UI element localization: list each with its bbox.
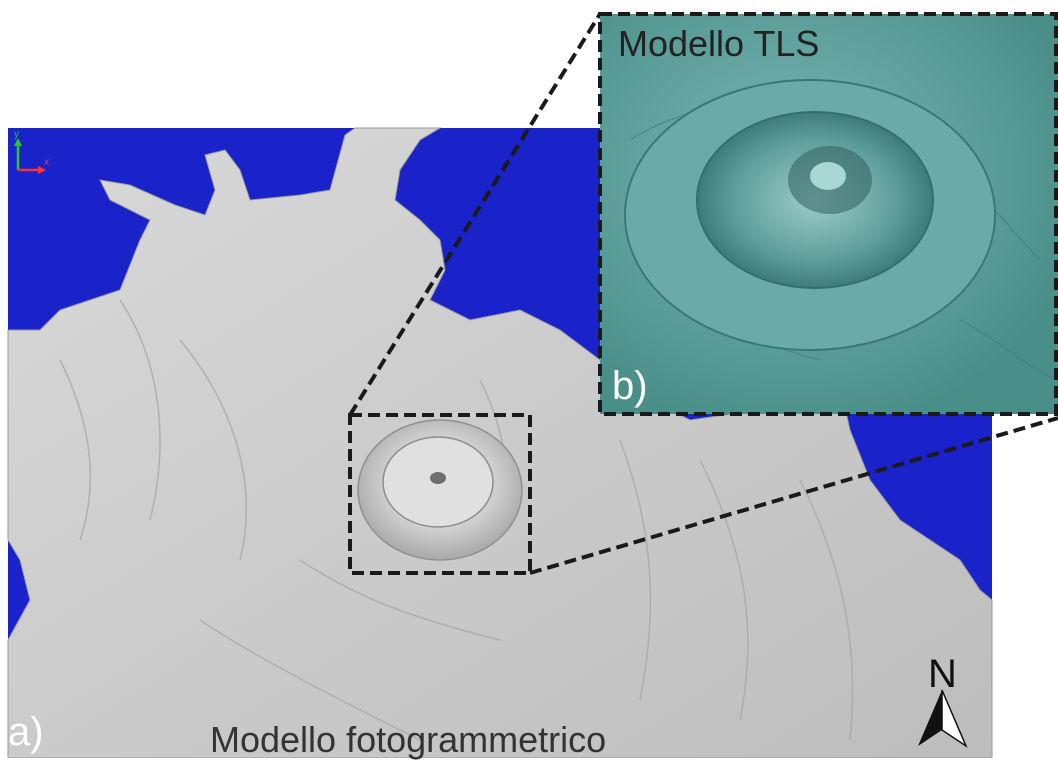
axis-x-label: x <box>44 157 49 168</box>
north-arrow-icon <box>918 689 968 749</box>
panel-b-letter: b) <box>612 364 648 408</box>
terrain-ridges <box>59 299 854 741</box>
inset-frame <box>598 12 1058 416</box>
axis-y-label: y <box>14 129 19 140</box>
panel-a-letter: a) <box>8 710 44 754</box>
crater-vent <box>430 472 446 484</box>
north-label: N <box>928 652 957 696</box>
zoom-box <box>348 413 532 575</box>
panel-a-title: Modello fotogrammetrico <box>210 719 607 760</box>
panel-b-title: Modello TLS <box>618 23 820 64</box>
connector-line-top <box>348 12 602 417</box>
tls-vent-core <box>810 162 846 190</box>
connector-line-bottom <box>529 416 1058 575</box>
axis-gizmo-icon <box>14 138 46 174</box>
